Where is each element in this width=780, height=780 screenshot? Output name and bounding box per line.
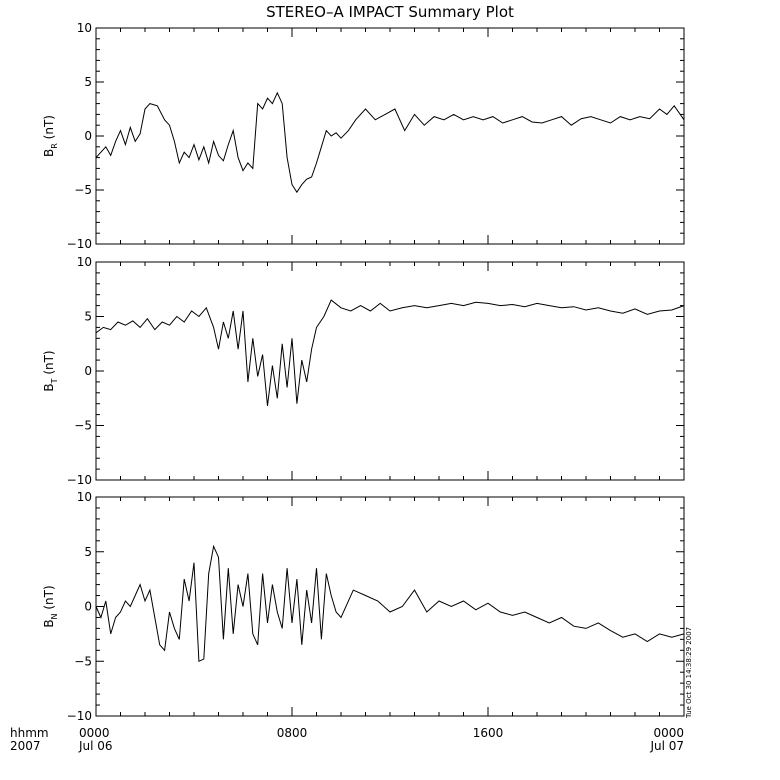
y-tick-label: 0 (84, 364, 92, 378)
y-axis-label-symbol: B (42, 383, 56, 391)
y-tick-label: 5 (84, 310, 92, 324)
panel-n: −10 −5 0 5 10 BN (nT) (42, 490, 685, 723)
plot-frame (95, 496, 685, 717)
plot-frame (95, 261, 685, 481)
y-tick-label: −5 (74, 654, 92, 668)
series-line-br (95, 91, 685, 194)
y-axis-label-unit: (nT) (42, 115, 56, 143)
panel-r: −10 −5 0 5 10 BR (nT) (42, 21, 685, 251)
y-tick-label: −5 (74, 183, 92, 197)
y-tick-label: 5 (84, 545, 92, 559)
y-tick-label: −10 (67, 473, 92, 487)
x-tick-label: 1600 (473, 726, 504, 740)
y-tick-label: −10 (67, 237, 92, 251)
plot-frame (95, 27, 685, 245)
chart-title: STEREO–A IMPACT Summary Plot (266, 3, 514, 21)
x-tick-date-label: Jul 07 (649, 739, 684, 753)
y-axis-label-unit: (nT) (42, 350, 56, 378)
y-tick-label: 0 (84, 129, 92, 143)
y-tick-label: 0 (84, 600, 92, 614)
y-axis-label-unit: (nT) (42, 585, 56, 613)
x-tick-label: 0800 (277, 726, 308, 740)
y-tick-label: 10 (77, 255, 92, 269)
y-axis-label-subscript: N (50, 613, 59, 619)
x-tick-date-label: Jul 06 (78, 739, 113, 753)
series-line-bn (95, 544, 685, 663)
y-axis-label: BT (nT) (42, 350, 59, 391)
y-tick-label: 10 (77, 490, 92, 504)
series-line-bt (95, 299, 685, 406)
timestamp-label: Tue Oct 30 14:38:29 2007 (685, 627, 693, 719)
y-tick-label: −10 (67, 709, 92, 723)
x-corner-label-hhmm: hhmm (10, 726, 49, 740)
y-axis-label-subscript: R (50, 143, 59, 149)
y-tick-label: −5 (74, 419, 92, 433)
y-axis-label-symbol: B (42, 149, 56, 157)
panel-t: −10 −5 0 5 10 BT (nT) (42, 255, 685, 487)
y-axis-label: BR (nT) (42, 115, 59, 157)
y-axis-label-subscript: T (50, 378, 59, 384)
x-corner-label-year: 2007 (10, 739, 41, 753)
y-axis-label-symbol: B (42, 619, 56, 627)
y-tick-label: 10 (77, 21, 92, 35)
x-tick-label: 0000 (79, 726, 110, 740)
x-tick-label: 0000 (653, 726, 684, 740)
y-axis-label: BN (nT) (42, 585, 59, 627)
y-tick-label: 5 (84, 75, 92, 89)
